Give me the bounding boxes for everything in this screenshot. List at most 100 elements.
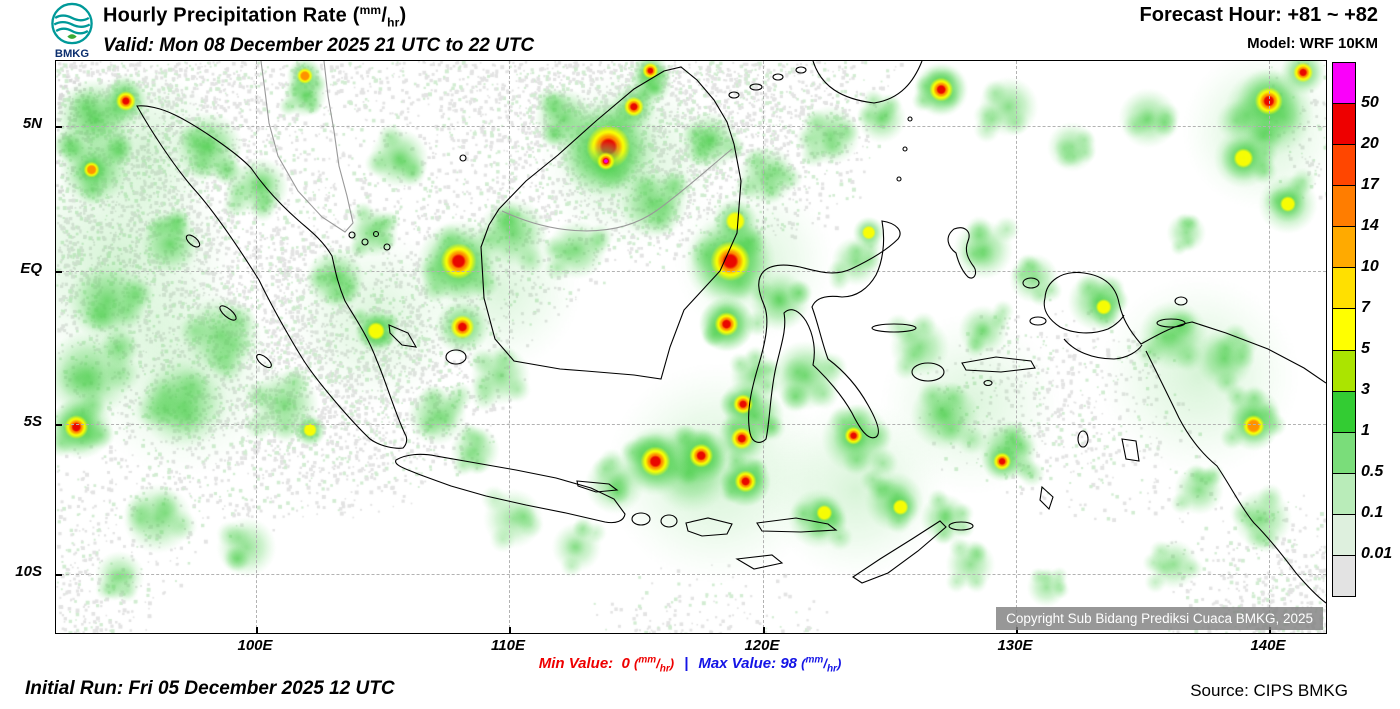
y-tick-label: 10S: [15, 563, 42, 581]
island-buru: [911, 362, 945, 382]
island-natuna: [459, 154, 467, 162]
min-number: 0: [621, 655, 630, 673]
island-bangka: [388, 324, 418, 348]
island-waigeo: [1022, 277, 1040, 289]
legend-cell: [1333, 145, 1355, 187]
legend-cell: [1333, 391, 1355, 433]
min-label: Min Value:: [538, 655, 614, 673]
map-area: Copyright Sub Bidang Prediksi Cuaca BMKG…: [55, 60, 1327, 634]
island-misool: [1029, 316, 1047, 326]
minmax-line: Min Value: 0 (mm/hr) | Max Value: 98 (mm/h…: [55, 655, 1325, 675]
coastline-svg: [136, 61, 1326, 604]
coastline-papua-head: [1043, 297, 1125, 334]
island-sangihe: [902, 146, 908, 152]
island-wetar: [948, 521, 974, 531]
island-nias: [185, 234, 201, 248]
source-label: Source: CIPS BMKG: [1190, 681, 1348, 700]
legend-cell: [1333, 350, 1355, 392]
legend-cell: [1333, 473, 1355, 515]
header-right: Forecast Hour: +81 ~ +82 Model: WRF 10KM: [1140, 4, 1378, 52]
island-sangihe: [896, 176, 902, 182]
island-belitung: [445, 349, 467, 365]
y-tick-label: 5S: [23, 412, 42, 430]
bmkg-logo: BMKG: [51, 2, 93, 60]
legend-label: 17: [1361, 176, 1379, 193]
island-riau: [383, 243, 391, 251]
forecast-hour: Forecast Hour: +81 ~ +82: [1139, 4, 1378, 26]
precip-canvas: [56, 61, 1326, 633]
island-riau: [348, 231, 356, 239]
logo-wave-icon: [53, 20, 91, 28]
y-tick-label: EQ: [20, 259, 42, 277]
copyright-badge: Copyright Sub Bidang Prediksi Cuaca BMKG…: [996, 607, 1323, 630]
island-lombok: [660, 514, 678, 528]
coastline-sumatra: [136, 105, 408, 449]
x-tick-label: 120E: [744, 637, 780, 654]
border-kalimantan: [501, 148, 733, 232]
island-sula: [871, 323, 917, 333]
legend-label: 5: [1361, 340, 1370, 357]
x-tick-label: 100E: [237, 637, 273, 654]
coastline-sumba: [735, 554, 784, 570]
x-tick-label: 140E: [1250, 637, 1286, 654]
coastline-sulawesi: [748, 220, 901, 443]
legend-cell: [1333, 432, 1355, 474]
coastline-sumbawa: [685, 517, 733, 537]
island-sulu: [728, 91, 740, 99]
island-yapen: [1156, 318, 1186, 328]
legend-label: 0.5: [1361, 463, 1384, 480]
title-close: ): [399, 4, 407, 27]
logo-wave-icon: [54, 14, 90, 22]
max-value: Max Value: 98 (mm/hr): [698, 655, 842, 675]
legend-cell: [1333, 555, 1355, 597]
coastline-timor: [852, 520, 947, 584]
legend-label: 3: [1361, 381, 1370, 398]
island-tanimbar: [1039, 485, 1054, 511]
logo-label: BMKG: [55, 48, 89, 60]
legend-label: 50: [1361, 94, 1379, 111]
island-aru: [1121, 438, 1140, 462]
coastline-seram: [961, 356, 1036, 373]
title-block: Hourly Precipitation Rate (mm/hr) Valid:…: [103, 3, 534, 57]
y-axis-labels: 5N EQ 5S 10S: [0, 60, 48, 632]
y-tick-label: 5N: [22, 114, 42, 132]
unit-denominator: hr: [387, 15, 400, 30]
island-sulu: [749, 83, 763, 91]
x-tick-label: 110E: [491, 637, 525, 654]
island-kai: [1077, 430, 1089, 448]
max-number: 98: [780, 655, 797, 673]
coastline-mindanao: [812, 61, 923, 104]
coastline-borneo: [480, 66, 742, 380]
legend-label: 0.01: [1361, 545, 1393, 562]
legend-cell: [1333, 268, 1355, 310]
page-title: Hourly Precipitation Rate (mm/hr): [103, 3, 407, 30]
coastline-madura: [576, 480, 619, 493]
separator: |: [684, 655, 689, 673]
island-siberut: [219, 305, 237, 321]
legend-cell: [1333, 104, 1355, 146]
island-bali: [631, 512, 651, 526]
island-biak: [1174, 296, 1188, 306]
coastline-papua-north: [1044, 271, 1326, 384]
x-axis-labels: 100E 110E 120E 130E 140E: [55, 637, 1325, 657]
logo-leaf-icon: [67, 34, 77, 39]
valid-text: Valid: Mon 08 December 2025 21 UTC to 22…: [103, 34, 535, 56]
max-unit: (mm/hr): [801, 655, 842, 675]
legend-label: 0.1: [1361, 504, 1384, 521]
coastline-java: [395, 453, 626, 524]
island-riau: [361, 238, 369, 246]
legend-cell: [1333, 309, 1355, 351]
legend-label: 1: [1361, 422, 1370, 439]
coastline-malay-peninsula: [260, 61, 354, 233]
logo-wave-icon: [55, 27, 89, 35]
max-label: Max Value:: [698, 655, 777, 673]
legend-cell: [1333, 186, 1355, 228]
legend-bar: [1332, 62, 1356, 597]
model-label: Model: WRF 10KM: [1247, 35, 1378, 52]
legend-label: 20: [1361, 135, 1379, 152]
title-text: Hourly Precipitation Rate (: [103, 4, 360, 27]
min-unit: (mm/hr): [634, 655, 675, 675]
island-pagai: [256, 353, 272, 369]
legend-label: 14: [1361, 217, 1379, 234]
